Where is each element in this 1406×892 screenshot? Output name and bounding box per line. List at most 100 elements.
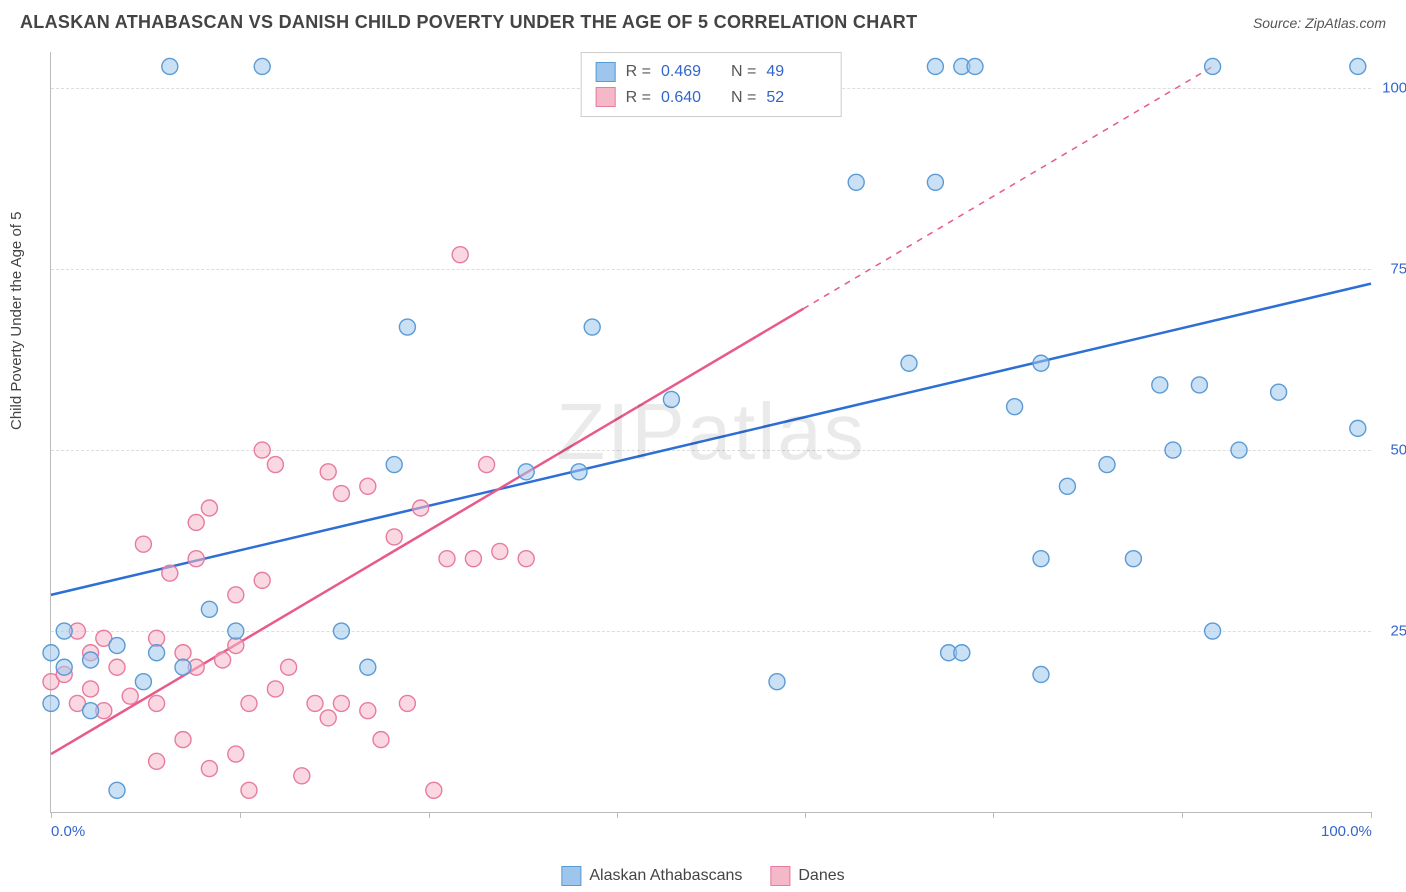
- data-point-athabascan: [1350, 58, 1366, 74]
- data-point-athabascan: [360, 659, 376, 675]
- series-label-danes: Danes: [798, 867, 844, 885]
- data-point-danes: [162, 565, 178, 581]
- xtick: [51, 812, 52, 818]
- source-value: ZipAtlas.com: [1305, 15, 1386, 31]
- data-point-athabascan: [1271, 384, 1287, 400]
- data-point-danes: [360, 478, 376, 494]
- xtick: [240, 812, 241, 818]
- data-point-danes: [307, 695, 323, 711]
- data-point-danes: [215, 652, 231, 668]
- data-point-danes: [439, 551, 455, 567]
- data-point-athabascan: [518, 464, 534, 480]
- data-point-athabascan: [584, 319, 600, 335]
- chart-title: ALASKAN ATHABASCAN VS DANISH CHILD POVER…: [20, 12, 917, 33]
- data-point-athabascan: [83, 652, 99, 668]
- swatch-danes: [770, 866, 790, 886]
- data-point-athabascan: [109, 782, 125, 798]
- ytick-label: 50.0%: [1390, 442, 1406, 459]
- xtick: [617, 812, 618, 818]
- data-point-danes: [373, 732, 389, 748]
- data-point-athabascan: [386, 457, 402, 473]
- chart-plot-area: 25.0%50.0%75.0%100.0% ZIPatlas R = 0.469…: [50, 52, 1371, 813]
- data-point-danes: [492, 543, 508, 559]
- data-point-danes: [426, 782, 442, 798]
- xtick-label: 0.0%: [51, 823, 85, 840]
- data-point-danes: [175, 732, 191, 748]
- data-point-athabascan: [954, 645, 970, 661]
- data-point-danes: [228, 638, 244, 654]
- data-point-athabascan: [1007, 399, 1023, 415]
- series-legend: Alaskan Athabascans Danes: [561, 866, 844, 886]
- swatch-athabascan: [561, 866, 581, 886]
- ytick-label: 25.0%: [1390, 623, 1406, 640]
- data-point-danes: [333, 486, 349, 502]
- data-point-danes: [83, 681, 99, 697]
- ytick-label: 100.0%: [1382, 80, 1406, 97]
- data-point-athabascan: [333, 623, 349, 639]
- data-point-athabascan: [56, 659, 72, 675]
- n-value-athabascan: 49: [766, 59, 826, 85]
- n-label: N =: [731, 59, 756, 85]
- r-label: R =: [626, 85, 651, 111]
- trend-line-danes: [51, 309, 803, 754]
- data-point-danes: [452, 247, 468, 263]
- data-point-danes: [333, 695, 349, 711]
- n-value-danes: 52: [766, 85, 826, 111]
- legend-item-athabascan: Alaskan Athabascans: [561, 866, 742, 886]
- data-point-danes: [175, 645, 191, 661]
- data-point-danes: [413, 500, 429, 516]
- data-point-athabascan: [1350, 420, 1366, 436]
- xtick-label: 100.0%: [1321, 823, 1372, 840]
- data-point-athabascan: [149, 645, 165, 661]
- data-point-danes: [294, 768, 310, 784]
- data-point-athabascan: [927, 58, 943, 74]
- data-point-athabascan: [1033, 666, 1049, 682]
- data-point-athabascan: [1033, 355, 1049, 371]
- data-point-danes: [267, 681, 283, 697]
- data-point-athabascan: [399, 319, 415, 335]
- data-point-danes: [228, 587, 244, 603]
- data-point-danes: [109, 659, 125, 675]
- scatter-plot-svg: [51, 52, 1371, 812]
- n-label: N =: [731, 85, 756, 111]
- source-label: Source:: [1253, 15, 1305, 31]
- data-point-danes: [518, 551, 534, 567]
- data-point-athabascan: [1099, 457, 1115, 473]
- trend-line-athabascan: [51, 284, 1371, 595]
- data-point-athabascan: [769, 674, 785, 690]
- source-attribution: Source: ZipAtlas.com: [1253, 15, 1386, 31]
- xtick: [1371, 812, 1372, 818]
- data-point-athabascan: [175, 659, 191, 675]
- data-point-athabascan: [848, 174, 864, 190]
- data-point-danes: [188, 551, 204, 567]
- data-point-danes: [281, 659, 297, 675]
- data-point-athabascan: [56, 623, 72, 639]
- data-point-athabascan: [135, 674, 151, 690]
- ytick-label: 75.0%: [1390, 261, 1406, 278]
- data-point-athabascan: [228, 623, 244, 639]
- data-point-danes: [320, 710, 336, 726]
- data-point-athabascan: [254, 58, 270, 74]
- legend-row-athabascan: R = 0.469 N = 49: [596, 59, 827, 85]
- data-point-athabascan: [201, 601, 217, 617]
- data-point-athabascan: [1231, 442, 1247, 458]
- swatch-athabascan: [596, 62, 616, 82]
- data-point-athabascan: [43, 695, 59, 711]
- data-point-danes: [149, 695, 165, 711]
- y-axis-label: Child Poverty Under the Age of 5: [8, 212, 25, 430]
- data-point-athabascan: [1125, 551, 1141, 567]
- data-point-athabascan: [83, 703, 99, 719]
- correlation-legend: R = 0.469 N = 49 R = 0.640 N = 52: [581, 52, 842, 117]
- data-point-danes: [149, 630, 165, 646]
- trend-line-danes-dashed: [803, 66, 1212, 308]
- xtick: [805, 812, 806, 818]
- data-point-danes: [320, 464, 336, 480]
- data-point-athabascan: [1191, 377, 1207, 393]
- data-point-athabascan: [162, 58, 178, 74]
- data-point-athabascan: [927, 174, 943, 190]
- data-point-danes: [122, 688, 138, 704]
- r-label: R =: [626, 59, 651, 85]
- data-point-athabascan: [1033, 551, 1049, 567]
- data-point-danes: [267, 457, 283, 473]
- data-point-danes: [465, 551, 481, 567]
